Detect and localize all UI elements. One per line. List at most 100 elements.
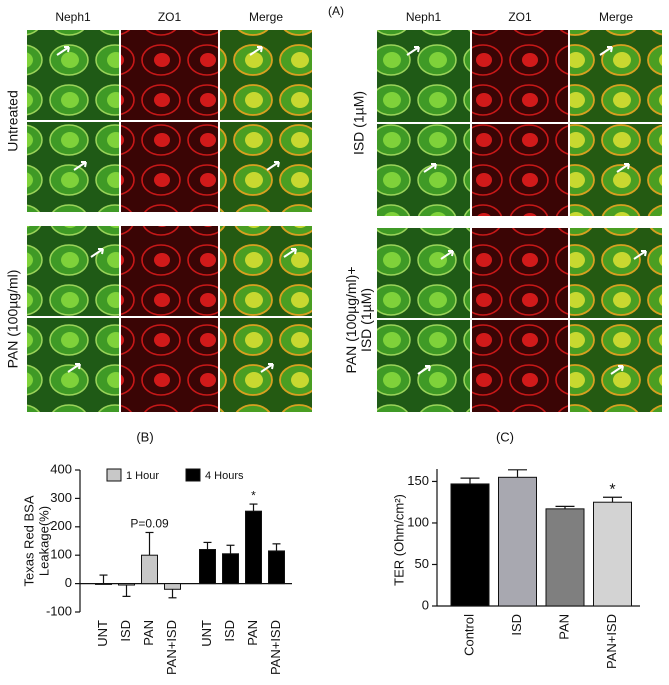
y-tick-label: 0 — [65, 575, 72, 590]
bar — [245, 510, 262, 585]
y-tick-label: 0 — [422, 597, 429, 612]
x-tick-label: ISD — [222, 620, 237, 642]
arrow — [90, 248, 104, 258]
arrow — [417, 365, 431, 375]
annotation: * — [609, 481, 615, 498]
micrograph — [121, 30, 218, 120]
panel-label: (C) — [496, 429, 514, 444]
column-header: ZO1 — [158, 10, 182, 24]
row-label: ISD (1µM) — [351, 91, 367, 155]
micrograph — [377, 228, 470, 318]
micrograph — [121, 122, 218, 212]
arrow — [249, 46, 263, 56]
x-tick-label: Control — [461, 614, 476, 656]
x-tick-label: PAN — [141, 620, 156, 646]
micrograph — [570, 228, 662, 318]
bar — [199, 549, 216, 585]
micrograph — [27, 122, 119, 212]
row-label: ISD (1µM) — [358, 288, 374, 352]
bar — [118, 583, 135, 586]
y-tick-label: 100 — [50, 547, 72, 562]
row-label: PAN (100µg/ml) — [5, 270, 21, 369]
y-axis-label: TER (Ohm/cm²) — [391, 494, 406, 586]
micrograph — [377, 320, 470, 412]
x-tick-label: PAN — [245, 620, 260, 646]
x-tick-label: PAN — [556, 614, 571, 640]
micrographs — [27, 30, 662, 412]
y-tick-label: 300 — [50, 490, 72, 505]
micrograph — [472, 124, 568, 216]
arrow — [406, 46, 420, 56]
micrograph — [472, 228, 568, 318]
micrograph — [27, 318, 119, 412]
legend-label: 1 Hour — [126, 470, 159, 482]
annotation: P=0.09 — [130, 517, 169, 531]
micrograph — [377, 124, 470, 216]
column-header: Neph1 — [406, 10, 442, 24]
x-tick-label: ISD — [509, 614, 524, 636]
panel-label: (B) — [136, 429, 153, 444]
annotation: * — [251, 488, 256, 502]
arrow — [283, 248, 297, 258]
micrograph — [220, 318, 312, 412]
x-tick-label: UNT — [95, 620, 110, 647]
bar — [141, 554, 158, 585]
micrograph — [220, 122, 312, 212]
y-tick-label: 400 — [50, 461, 72, 476]
micrograph — [570, 124, 662, 216]
micrograph — [27, 226, 119, 316]
micrograph — [570, 320, 662, 412]
x-tick-label: ISD — [118, 620, 133, 642]
bar — [545, 508, 585, 607]
arrow — [67, 363, 81, 373]
bar — [95, 583, 112, 585]
arrow — [610, 365, 624, 375]
micrograph — [570, 30, 662, 122]
arrow — [440, 250, 454, 260]
bar — [164, 583, 181, 590]
micrograph — [27, 30, 119, 120]
arrow — [73, 161, 87, 171]
micrograph — [220, 226, 312, 316]
x-tick-label: PAN+ISD — [604, 614, 619, 669]
arrow — [56, 46, 70, 56]
y-tick-label: 150 — [407, 473, 429, 488]
y-tick-label: 100 — [407, 514, 429, 529]
panel-label: (A) — [328, 4, 344, 18]
column-header: Merge — [249, 10, 283, 24]
x-tick-label: PAN+ISD — [268, 620, 283, 675]
legend-label: 4 Hours — [205, 470, 244, 482]
arrow — [616, 163, 630, 173]
column-header: ZO1 — [508, 10, 532, 24]
x-tick-label: PAN+ISD — [164, 620, 179, 675]
y-tick-label: -100 — [46, 603, 72, 618]
bar — [450, 483, 490, 607]
column-header: Merge — [599, 10, 633, 24]
bar — [593, 501, 632, 607]
row-label: PAN (100µg/ml)+ — [343, 266, 359, 373]
row-label: Untreated — [5, 90, 21, 151]
arrow — [266, 161, 280, 171]
micrograph — [377, 30, 470, 122]
micrograph — [121, 318, 218, 412]
y-axis-label: Leakage(%) — [36, 506, 51, 576]
x-tick-label: UNT — [199, 620, 214, 647]
bar — [222, 553, 239, 585]
micrograph — [472, 30, 568, 122]
micrograph — [472, 320, 568, 412]
arrow — [633, 250, 647, 260]
y-axis-label: Texas Red BSA — [21, 495, 36, 586]
micrograph — [121, 226, 218, 316]
y-tick-label: 50 — [415, 556, 429, 571]
column-header: Neph1 — [55, 10, 91, 24]
arrow — [599, 46, 613, 56]
bar — [268, 550, 285, 585]
arrow — [423, 163, 437, 173]
micrograph — [220, 30, 312, 120]
legend-swatch — [185, 468, 201, 482]
y-tick-label: 200 — [50, 518, 72, 533]
legend-swatch — [106, 468, 122, 482]
arrow — [260, 363, 274, 373]
bar — [498, 476, 537, 607]
